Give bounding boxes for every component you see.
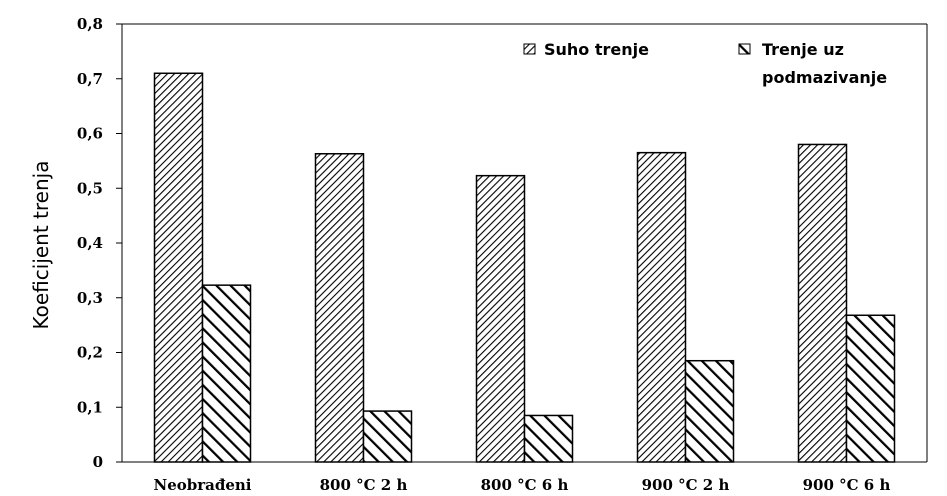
bar-suho-trenje [314,153,365,463]
y-tick-label: 0,5 [77,179,103,197]
bar-trenje-uz-podmazivanje [362,410,413,463]
y-tick-labels: 0 0,1 0,2 0,3 0,4 0,5 0,6 0,7 0,8 [77,15,122,471]
bar-suho-trenje [636,151,687,463]
legend-swatch-suho-trenje [523,43,536,55]
y-tick-label: 0,4 [77,234,103,252]
bar-trenje-uz-podmazivanje [201,284,252,463]
y-axis-label: Koeficijent trenja [29,161,53,330]
y-tick-label: 0,3 [77,289,103,307]
x-category-label: 800 °C 2 h [320,476,408,494]
legend-label-suho-trenje: Suho trenje [544,40,649,59]
y-tick-label: 0,7 [77,70,103,88]
y-tick-label: 0,2 [77,344,103,362]
bar-trenje-uz-podmazivanje [845,314,896,463]
bar-trenje-uz-podmazivanje [523,414,574,463]
x-category-labels: Neobrađeni 800 °C 2 h 800 °C 6 h 900 °C 2 h… [153,476,890,494]
bar-suho-trenje [475,174,526,463]
legend-swatch-trenje-uz-podmazivanje [738,43,751,55]
bar-suho-trenje [797,143,848,463]
bar-suho-trenje [153,72,204,463]
y-tick-label: 0,8 [77,15,103,33]
x-category-label: Neobrađeni [153,476,251,494]
x-category-label: 900 °C 6 h [803,476,891,494]
y-tick-label: 0,1 [77,398,103,416]
x-category-label: 900 °C 2 h [642,476,730,494]
legend: Suho trenje Trenje uz podmazivanje [523,40,887,87]
y-tick-label: 0,6 [77,125,103,143]
bars [153,72,896,463]
x-category-label: 800 °C 6 h [481,476,569,494]
legend-label-podmazivanje: podmazivanje [762,68,887,87]
legend-label-trenje-uz: Trenje uz [762,40,844,59]
bar-trenje-uz-podmazivanje [684,359,735,463]
y-tick-label: 0 [93,453,103,471]
